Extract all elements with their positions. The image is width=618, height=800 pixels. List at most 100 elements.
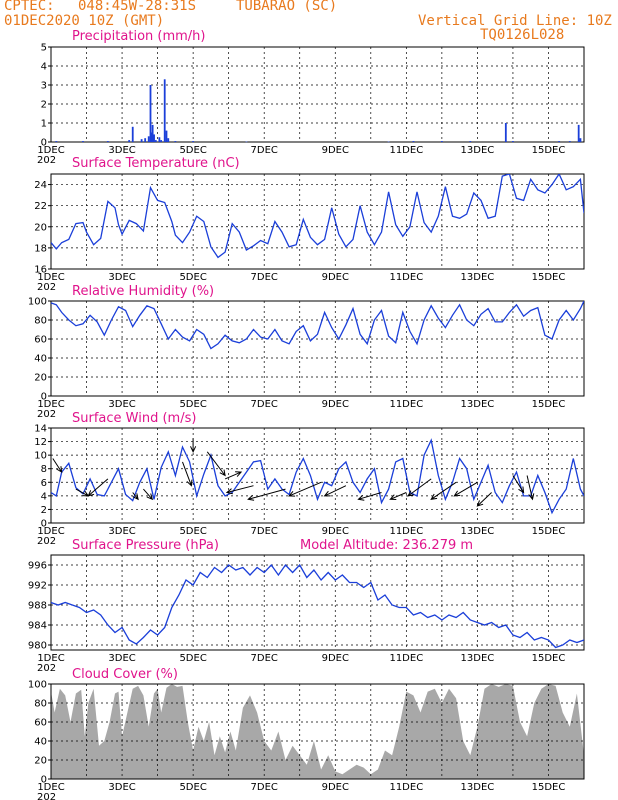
temp-year-fragment: 202 xyxy=(37,282,56,293)
pressure-ytick-label: 980 xyxy=(28,641,47,652)
precip-bar xyxy=(167,138,170,142)
precip-ytick-label: 5 xyxy=(41,43,47,54)
precip-date-label: 5DEC xyxy=(179,145,206,156)
header-code: TQ0126L028 xyxy=(480,27,565,43)
wind-vector-arrow xyxy=(75,488,90,497)
precip-bar xyxy=(160,140,163,142)
precip-bar xyxy=(144,138,147,142)
cloud-frame xyxy=(50,683,585,780)
wind-vector-arrow xyxy=(224,471,243,480)
wind-vector-arrow xyxy=(323,485,347,497)
precip-date-label: 1DEC xyxy=(37,145,64,156)
precip-bar xyxy=(158,137,161,142)
wind-vector-arrow xyxy=(225,485,254,495)
cloud-panel: Cloud Cover (%) 0 20 40 60 80 100 1DEC 3DEC 5DEC 7… xyxy=(28,667,585,800)
cloud-ytick-label: 40 xyxy=(34,737,47,748)
precip-bar xyxy=(192,141,195,142)
precip-date-label: 11DEC xyxy=(389,145,423,156)
wind-date-label: 11DEC xyxy=(389,526,423,537)
wind-vector-arrow xyxy=(512,475,525,494)
wind-ytick-label: 4 xyxy=(41,491,47,502)
rh-date-label: 11DEC xyxy=(389,399,423,410)
cloud-date-label: 9DEC xyxy=(322,782,349,793)
temp-date-label: 11DEC xyxy=(389,272,423,283)
cloud-date-label: 15DEC xyxy=(532,782,566,793)
rh-date-label: 5DEC xyxy=(179,399,206,410)
pressure-ytick-label: 984 xyxy=(28,621,47,632)
wind-vector-arrow xyxy=(182,461,193,487)
pressure-ytick-label: 992 xyxy=(28,581,47,592)
pressure-date-label: 1DEC xyxy=(37,653,64,664)
pressure-date-label: 9DEC xyxy=(322,653,349,664)
precip-ytick-label: 2 xyxy=(41,100,47,111)
cloud-date-label: 5DEC xyxy=(179,782,206,793)
temp-date-label: 9DEC xyxy=(322,272,349,283)
temp-ytick-label: 24 xyxy=(34,180,47,191)
precip-bar xyxy=(245,141,248,143)
temp-series-line xyxy=(51,174,584,259)
wind-vector-arrow xyxy=(357,492,382,501)
precip-bar xyxy=(387,141,390,143)
temp-date-label: 15DEC xyxy=(532,272,566,283)
cloud-date-label: 1DEC xyxy=(37,782,64,793)
precip-date-label: 3DEC xyxy=(108,145,135,156)
wind-vector-arrow xyxy=(288,481,322,497)
temp-ytick-label: 18 xyxy=(34,243,47,254)
precip-title: Precipitation (mm/h) xyxy=(72,29,205,44)
precip-date-label: 13DEC xyxy=(461,145,495,156)
precip-ytick-label: 4 xyxy=(41,62,47,73)
pressure-title-extra: Model Altitude: 236.279 m xyxy=(300,538,473,553)
precip-bar xyxy=(579,138,582,142)
rh-panel: Relative Humidity (%) 0 20 40 60 80 100 1DEC 3DE… xyxy=(28,284,585,420)
rh-title: Relative Humidity (%) xyxy=(72,284,214,299)
cloud-ytick-label: 80 xyxy=(34,699,47,710)
rh-date-label: 3DEC xyxy=(108,399,135,410)
pressure-title: Surface Pressure (hPa) xyxy=(72,538,219,553)
wind-vector-arrow xyxy=(430,481,457,500)
precip-bar xyxy=(55,141,58,142)
precip-bar xyxy=(131,126,134,142)
wind-ytick-label: 0 xyxy=(41,519,47,530)
wind-vector-arrow xyxy=(453,481,478,497)
precip-bar xyxy=(568,141,571,142)
precip-bar xyxy=(128,140,131,142)
wind-vector-arrow xyxy=(206,451,226,477)
precip-bar xyxy=(174,141,177,142)
pressure-series-line xyxy=(51,563,584,649)
temp-ytick-label: 22 xyxy=(34,201,47,212)
wind-ytick-label: 2 xyxy=(41,505,47,516)
wind-date-label: 13DEC xyxy=(461,526,495,537)
pressure-date-label: 7DEC xyxy=(251,653,278,664)
precip-bar xyxy=(412,141,415,142)
cloud-ytick-label: 60 xyxy=(34,718,47,729)
wind-ytick-label: 12 xyxy=(34,437,47,448)
pressure-date-label: 5DEC xyxy=(179,653,206,664)
cloud-date-label: 11DEC xyxy=(389,782,423,793)
temp-title: Surface Temperature (nC) xyxy=(72,156,240,171)
rh-year-fragment: 202 xyxy=(37,409,56,420)
temp-frame xyxy=(50,173,585,270)
header-grid-note: Vertical Grid Line: 10Z xyxy=(418,13,612,29)
pressure-ytick-label: 996 xyxy=(28,561,47,572)
cloud-year-fragment: 202 xyxy=(37,792,56,800)
rh-ytick-label: 20 xyxy=(34,373,47,384)
rh-date-label: 13DEC xyxy=(461,399,495,410)
precip-bar xyxy=(577,124,580,142)
pressure-frame xyxy=(50,554,585,651)
wind-vector-arrow xyxy=(132,492,139,501)
wind-date-label: 5DEC xyxy=(179,526,206,537)
precip-bar xyxy=(558,141,561,142)
precip-bar xyxy=(82,141,84,142)
pressure-ytick-label: 988 xyxy=(28,601,47,612)
precip-bar xyxy=(469,141,472,142)
wind-ytick-label: 10 xyxy=(34,451,47,462)
wind-date-label: 3DEC xyxy=(108,526,135,537)
wind-vector-arrow xyxy=(407,478,432,497)
precip-bar xyxy=(153,134,155,142)
wind-series-line xyxy=(51,438,584,515)
rh-ytick-label: 100 xyxy=(28,297,47,308)
precip-date-label: 7DEC xyxy=(251,145,278,156)
temp-date-label: 3DEC xyxy=(108,272,135,283)
header-source: CPTEC: xyxy=(4,0,55,14)
rh-date-label: 1DEC xyxy=(37,399,64,410)
